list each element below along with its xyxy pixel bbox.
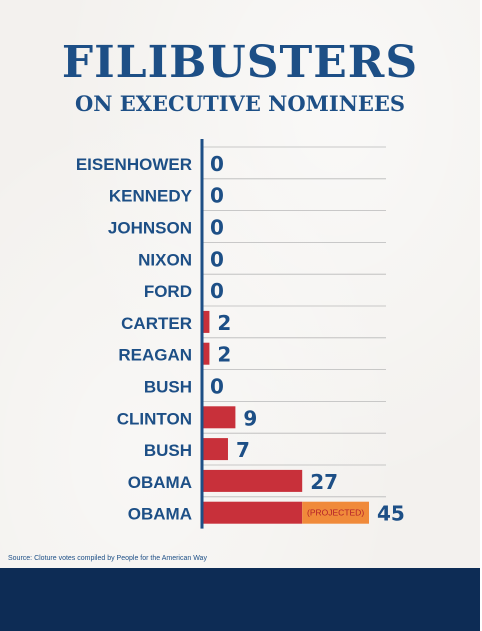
projected-label: (PROJECTED) [307, 508, 364, 518]
value-label: 0 [210, 375, 224, 399]
bar-chart: EISENHOWER 0 KENNEDY 0 JOHNSON 0 NIXON 0 FORD 0 CA… [76, 139, 405, 529]
projected-bar [302, 501, 369, 524]
category-label: KENNEDY [109, 187, 193, 206]
source-note: Source: Cloture votes compiled by People… [8, 555, 207, 562]
category-label: NIXON [138, 250, 192, 269]
chart-subtitle: ON EXECUTIVE NOMINEES [74, 91, 406, 116]
value-label: 0 [210, 184, 224, 208]
category-label: CARTER [121, 314, 192, 333]
infographic-card [0, 0, 480, 568]
category-label: CLINTON [117, 409, 192, 428]
value-label: 0 [210, 216, 224, 240]
footer-band [0, 568, 480, 631]
category-label: BUSH [144, 441, 192, 460]
value-label: 2 [217, 343, 231, 367]
value-label: 0 [210, 247, 224, 271]
value-label: 27 [310, 470, 338, 494]
value-label: 7 [236, 438, 250, 462]
bar [202, 406, 236, 429]
bar [202, 438, 228, 461]
value-label: 0 [210, 152, 224, 176]
category-label: JOHNSON [108, 219, 192, 238]
bar [202, 501, 303, 524]
value-label: 45 [377, 502, 405, 526]
category-label: OBAMA [128, 473, 192, 492]
category-label: EISENHOWER [76, 155, 192, 174]
value-label: 2 [217, 311, 231, 335]
chart-title: FILIBUSTERS [61, 37, 419, 88]
bar [202, 342, 210, 365]
category-label: BUSH [144, 378, 192, 397]
value-label: 9 [243, 406, 257, 430]
value-label: 0 [210, 279, 224, 303]
category-label: REAGAN [118, 346, 192, 365]
bar [202, 310, 210, 333]
category-label: OBAMA [128, 505, 192, 524]
y-axis-line [200, 139, 204, 529]
category-label: FORD [144, 282, 192, 301]
bar [202, 469, 303, 492]
